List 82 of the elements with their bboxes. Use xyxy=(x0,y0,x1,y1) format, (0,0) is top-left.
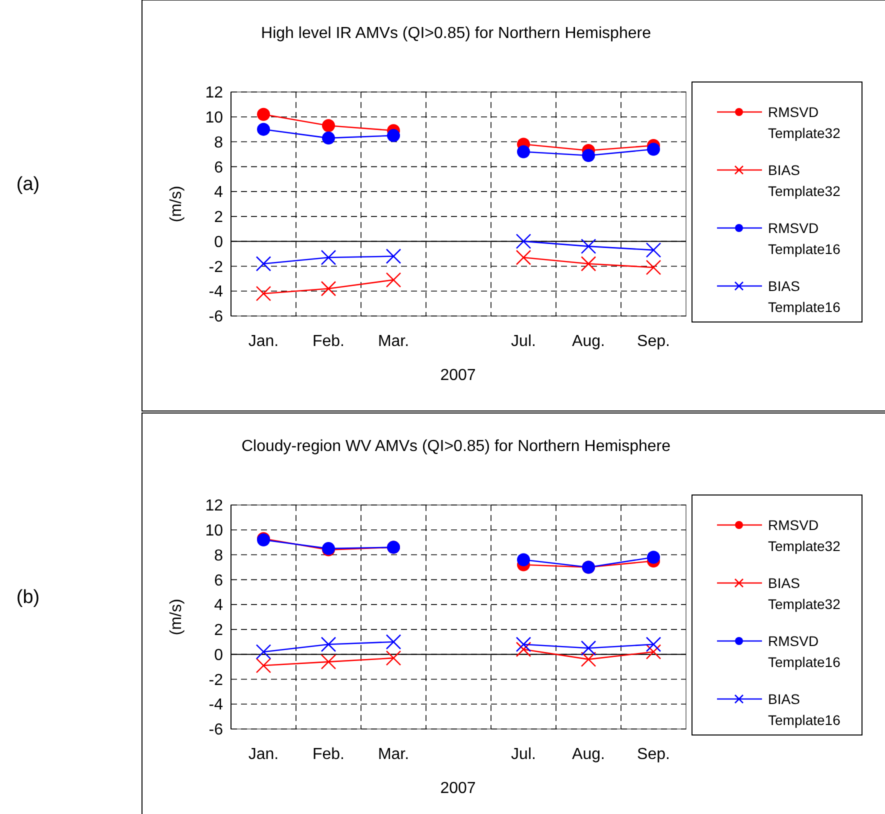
text: (b) xyxy=(16,587,40,608)
point xyxy=(386,272,402,288)
y-tick-label: 6 xyxy=(214,159,224,176)
y-tick-label: 6 xyxy=(214,572,224,590)
point xyxy=(646,260,662,276)
legend-label: RMSVD Template32 xyxy=(768,516,841,554)
chart-title: High level IR AMVs (QI>0.85) for Northern Hemisphere xyxy=(261,25,652,42)
point xyxy=(580,640,596,656)
y-tick-label: 0 xyxy=(214,234,224,251)
point xyxy=(517,145,530,158)
y-tick-label: -2 xyxy=(208,672,224,689)
x-tick-label: Mar. xyxy=(378,746,410,763)
y-tick-label: -2 xyxy=(208,258,224,276)
point xyxy=(387,129,400,142)
x-axis-title: 2007 xyxy=(440,367,476,384)
x-tick-label: Jan. xyxy=(248,746,279,763)
legend-label: RMSVD Template16 xyxy=(768,220,841,257)
x-tick-label: Jul. xyxy=(511,333,536,350)
point xyxy=(320,250,336,266)
x-tick-label: Feb. xyxy=(312,746,345,763)
y-tick-label: -6 xyxy=(208,308,224,326)
point xyxy=(646,644,662,660)
point xyxy=(516,636,532,652)
point xyxy=(386,650,402,666)
x-tick-label: Mar. xyxy=(378,333,410,350)
y-tick-label: 2 xyxy=(214,622,224,640)
y-tick-label: 4 xyxy=(214,184,224,202)
x-tick-label: Aug. xyxy=(572,333,605,350)
point xyxy=(646,242,662,258)
point xyxy=(517,553,530,566)
x-axis-title: 2007 xyxy=(440,780,476,797)
point xyxy=(647,550,660,564)
y-tick-label: 8 xyxy=(214,547,224,564)
y-tick-label: -4 xyxy=(208,696,224,714)
x-tick-label: Aug. xyxy=(572,746,605,763)
legend-label: BIAS Template32 xyxy=(768,574,841,612)
point xyxy=(386,634,402,650)
point xyxy=(256,658,272,674)
x-tick-label: Jan. xyxy=(248,333,279,350)
point xyxy=(386,248,402,264)
point xyxy=(320,654,336,670)
y-tick-label: 2 xyxy=(214,209,224,226)
point xyxy=(516,642,532,658)
legend-label: RMSVD Template32 xyxy=(768,104,841,141)
point xyxy=(647,142,660,156)
legend-label: RMSVD Template16 xyxy=(768,632,841,670)
point xyxy=(580,238,596,254)
y-tick-label: 12 xyxy=(205,84,224,102)
point xyxy=(582,148,595,162)
y-tick-label: 4 xyxy=(214,597,224,614)
point xyxy=(320,636,336,652)
text: (a) xyxy=(16,174,40,195)
point xyxy=(516,250,532,266)
y-axis-title: (m/s) xyxy=(168,598,185,636)
legend-label: BIAS Template32 xyxy=(768,162,841,199)
point xyxy=(257,122,270,136)
legend-label: BIAS Template16 xyxy=(768,278,841,315)
point xyxy=(256,256,272,272)
point xyxy=(580,652,596,667)
point xyxy=(320,280,336,296)
point xyxy=(646,636,662,652)
x-tick-label: Jul. xyxy=(511,746,536,763)
x-tick-label: Sep. xyxy=(637,746,670,763)
y-axis-title: (m/s) xyxy=(168,186,185,222)
y-tick-label: 10 xyxy=(205,522,224,540)
x-tick-label: Sep. xyxy=(637,333,670,350)
point xyxy=(256,286,272,302)
y-tick-label: -4 xyxy=(208,284,224,301)
y-tick-label: 8 xyxy=(214,134,224,152)
chart-title: Cloudy-region WV AMVs (QI>0.85) for Northern Hemisphere xyxy=(241,438,671,455)
x-tick-label: Feb. xyxy=(312,333,345,350)
y-tick-label: -6 xyxy=(208,722,224,739)
point xyxy=(256,644,272,660)
point xyxy=(257,108,270,121)
point xyxy=(580,256,596,272)
y-tick-label: 0 xyxy=(214,646,224,664)
point xyxy=(322,119,335,132)
point xyxy=(516,234,532,249)
legend-label: BIAS Template16 xyxy=(768,690,841,728)
point xyxy=(322,132,335,145)
y-tick-label: 10 xyxy=(205,109,224,126)
y-tick-label: 12 xyxy=(205,498,224,515)
